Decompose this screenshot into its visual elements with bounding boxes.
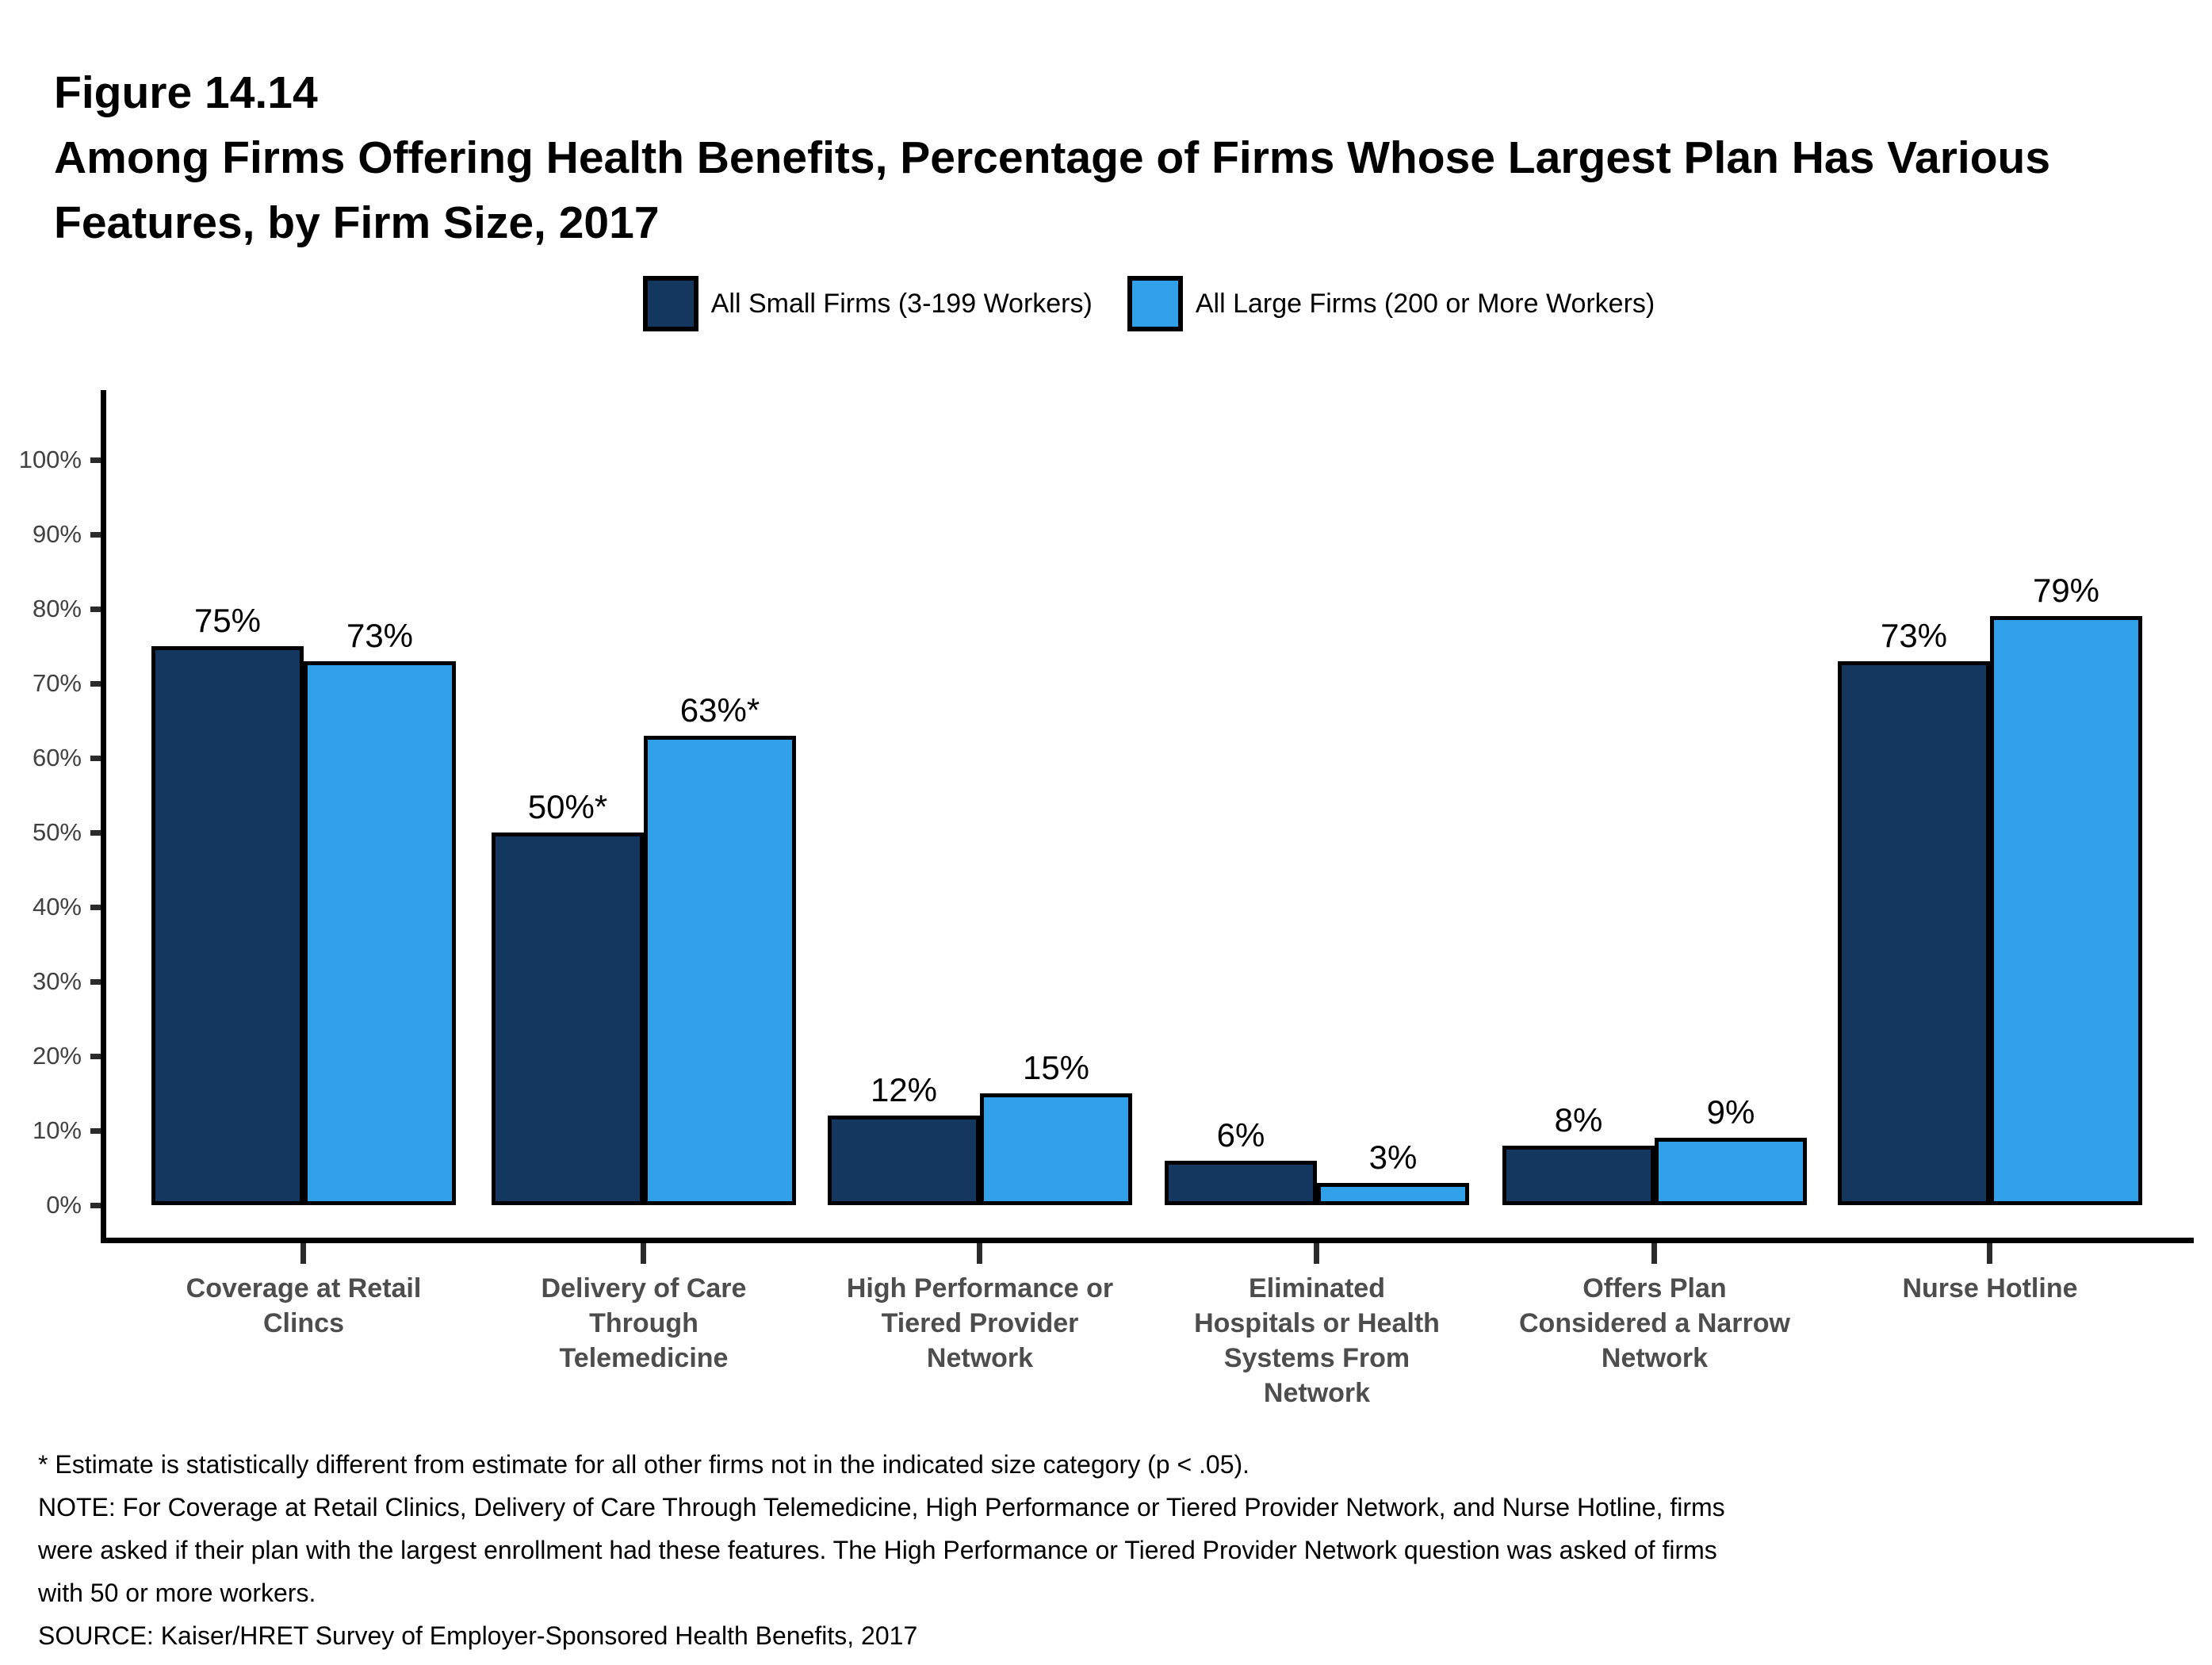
y-axis-line [101, 390, 106, 1243]
bar-value-label: 3% [1368, 1139, 1418, 1176]
y-tick [90, 681, 101, 687]
y-tick [90, 830, 101, 836]
y-tick-label: 0% [46, 1191, 82, 1219]
legend-swatch-large-firms-icon [1127, 276, 1183, 331]
footnote-source: SOURCE: Kaiser/HRET Survey of Employer-S… [38, 1621, 918, 1650]
y-tick [90, 979, 101, 985]
category-label: Offers Plan Considered a Narrow Network [1519, 1273, 1790, 1373]
y-tick-label: 90% [32, 520, 82, 548]
y-tick-label: 50% [32, 818, 82, 846]
y-tick-label: 70% [32, 669, 82, 697]
x-tick [641, 1243, 646, 1264]
footnote-note: NOTE: For Coverage at Retail Clinics, De… [38, 1493, 1725, 1607]
x-axis-line [101, 1238, 2194, 1243]
y-tick-label: 60% [32, 744, 82, 771]
bar-value-label: 50%* [527, 788, 608, 825]
x-tick [977, 1243, 982, 1264]
category-label: High Performance or Tiered Provider Netw… [846, 1273, 1114, 1373]
bar-small-firms [1502, 1146, 1655, 1205]
y-tick-label: 30% [32, 967, 82, 995]
footnotes: * Estimate is statistically different fr… [38, 1443, 1725, 1657]
legend-label-large-firms: All Large Firms (200 or More Workers) [1195, 289, 1655, 319]
bar-small-firms [492, 832, 644, 1205]
footnote-significance: * Estimate is statistically different fr… [38, 1450, 1250, 1479]
bar-small-firms [151, 646, 304, 1205]
y-tick [90, 532, 101, 538]
category-label: Coverage at Retail Clincs [186, 1273, 422, 1338]
category-label: Delivery of Care Through Telemedicine [541, 1273, 747, 1373]
bar-value-label: 63%* [679, 691, 760, 729]
bar-small-firms [828, 1116, 980, 1205]
y-tick [90, 1128, 101, 1134]
bar-large-firms [1317, 1183, 1469, 1205]
bar-value-label: 15% [1022, 1049, 1090, 1086]
y-tick-label: 10% [32, 1116, 82, 1144]
bar-small-firms [1838, 661, 1990, 1205]
y-tick [90, 905, 101, 910]
category-label: Nurse Hotline [1902, 1273, 2078, 1303]
bar-large-firms [304, 661, 456, 1205]
bar-large-firms [1990, 616, 2142, 1205]
bar-value-label: 75% [193, 602, 262, 639]
bar-value-label: 12% [870, 1071, 938, 1108]
x-tick [1987, 1243, 1992, 1264]
legend-item-large-firms: All Large Firms (200 or More Workers) [1127, 276, 1655, 331]
x-tick [1651, 1243, 1657, 1264]
legend-swatch-small-firms-icon [642, 276, 698, 331]
y-tick [90, 607, 101, 612]
bar-value-label: 73% [346, 617, 414, 654]
bar-value-label: 9% [1706, 1093, 1755, 1131]
bar-large-firms [644, 736, 796, 1205]
bar-large-firms [1655, 1138, 1807, 1205]
y-tick-label: 100% [18, 446, 82, 473]
bar-value-label: 73% [1880, 617, 1948, 654]
x-tick [300, 1243, 306, 1264]
y-tick [90, 1203, 101, 1208]
y-tick-label: 80% [32, 595, 82, 622]
legend-label-small-firms: All Small Firms (3-199 Workers) [710, 289, 1093, 319]
category-label: Eliminated Hospitals or Health Systems F… [1194, 1273, 1440, 1408]
figure-title: Among Firms Offering Health Benefits, Pe… [54, 132, 2051, 248]
figure-number: Figure 14.14 [54, 67, 318, 118]
legend: All Small Firms (3-199 Workers) All Larg… [86, 276, 2212, 331]
y-tick-label: 20% [32, 1042, 82, 1070]
bar-value-label: 6% [1216, 1116, 1265, 1154]
x-tick [1314, 1243, 1319, 1264]
y-tick [90, 1054, 101, 1059]
y-tick-label: 40% [32, 893, 82, 921]
bar-large-firms [980, 1093, 1132, 1205]
bar-small-firms [1165, 1161, 1317, 1205]
y-tick [90, 457, 101, 463]
bar-value-label: 79% [2032, 572, 2100, 609]
title-block: Figure 14.14 Among Firms Offering Health… [54, 60, 2050, 255]
y-tick [90, 756, 101, 761]
legend-item-small-firms: All Small Firms (3-199 Workers) [642, 276, 1093, 331]
bar-value-label: 8% [1554, 1101, 1603, 1139]
